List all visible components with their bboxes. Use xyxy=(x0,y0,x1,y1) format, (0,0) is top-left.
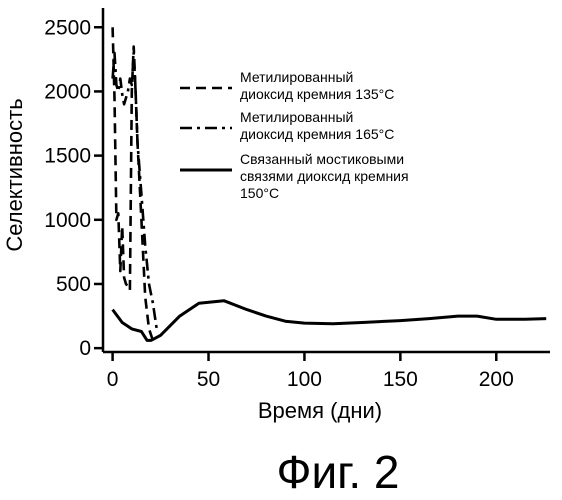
legend-label-line: диоксид кремния 135°C xyxy=(240,86,394,102)
figure-caption: Фиг. 2 xyxy=(277,446,400,498)
x-axis-label: Время (дни) xyxy=(258,398,382,423)
y-tick-label: 1500 xyxy=(44,145,91,168)
legend-label-3: Связанный мостиковымисвязями диоксид кре… xyxy=(240,151,409,201)
series-line-3 xyxy=(113,301,547,341)
legend-label-2: Метилированныйдиоксид кремния 165°C xyxy=(240,109,394,142)
series-line-2 xyxy=(113,53,157,329)
x-tick-label: 50 xyxy=(197,368,220,391)
y-axis-label: Селективность xyxy=(2,98,27,251)
x-tick-label: 200 xyxy=(479,368,514,391)
x-tick-label: 150 xyxy=(383,368,418,391)
y-tick-label: 2500 xyxy=(44,16,91,39)
y-tick-label: 0 xyxy=(79,337,91,360)
legend-label-line: диоксид кремния 165°C xyxy=(240,126,394,142)
legend-label-1: Метилированныйдиоксид кремния 135°C xyxy=(240,69,394,102)
y-tick-label: 1000 xyxy=(44,209,91,232)
y-tick-label: 500 xyxy=(56,273,91,296)
legend: Метилированныйдиоксид кремния 135°CМетил… xyxy=(180,69,409,201)
x-tick-label: 0 xyxy=(107,368,119,391)
legend-label-line: 150°C xyxy=(240,185,279,201)
legend-label-line: Связанный мостиковыми xyxy=(240,151,404,167)
legend-label-line: Метилированный xyxy=(240,69,353,85)
series-line-1 xyxy=(113,27,157,343)
legend-label-line: Метилированный xyxy=(240,109,353,125)
x-tick-label: 100 xyxy=(287,368,322,391)
legend-label-line: связями диоксид кремния xyxy=(240,168,409,184)
chart-axes: 0 500 1000 1500 2000 2500 0 50 100 150 200 xyxy=(44,8,550,391)
y-tick-label: 2000 xyxy=(44,80,91,103)
